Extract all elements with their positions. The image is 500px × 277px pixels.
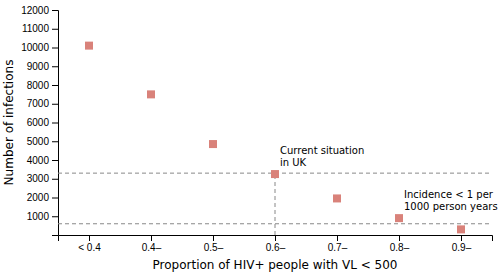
y-tick-label: 9000 — [27, 61, 50, 72]
y-tick-mark — [52, 66, 58, 67]
point — [147, 90, 155, 98]
point — [333, 194, 341, 202]
y-tick-mark — [52, 179, 58, 180]
point — [271, 170, 279, 178]
x-tick-mark — [213, 235, 214, 241]
y-tick: 7000 — [27, 98, 58, 109]
y-tick: 8000 — [27, 80, 58, 91]
x-tick-label: 0.8– — [390, 242, 410, 253]
x-tick-mark — [337, 235, 338, 241]
x-tick-mark — [461, 235, 462, 241]
y-tick-mark — [52, 123, 58, 124]
x-tick: 0.9– — [452, 235, 472, 253]
x-tick: 0.4– — [142, 235, 162, 253]
y-tick-mark — [52, 85, 58, 86]
x-tick-mark — [89, 235, 90, 241]
x-tick: 0.8– — [390, 235, 410, 253]
x-tick-label: 0.7– — [328, 242, 348, 253]
plot-area: < 0.4 0.4– 0.5– 0.6– 0.7– 0.8– 0.9– 1000 2000 300… — [21, 5, 497, 253]
x-tick-label: 0.6– — [266, 242, 286, 253]
y-tick-mark — [52, 160, 58, 161]
x-tick-mark — [151, 235, 152, 241]
x-axis-line — [59, 236, 493, 242]
y-tick: 9000 — [27, 61, 58, 72]
y-tick-mark — [52, 216, 58, 217]
point — [209, 140, 217, 148]
chart: < 0.4 0.4– 0.5– 0.6– 0.7– 0.8– 0.9– 1000 2000 300… — [0, 0, 500, 277]
x-tick-label: 0.9– — [452, 242, 472, 253]
y-tick: 2000 — [27, 192, 58, 203]
y-tick: 10000 — [21, 42, 58, 53]
x-tick-label: < 0.4 — [78, 242, 101, 253]
y-axis-title: Number of infections — [2, 60, 16, 186]
y-tick: 1000 — [27, 211, 58, 222]
y-axis: 1000 2000 3000 4000 5000 6000 7000 8000 9000 1000… — [21, 5, 58, 236]
y-tick-mark — [52, 29, 58, 30]
y-tick-label: 1000 — [27, 211, 50, 222]
annotation: Current situationin UK — [280, 145, 364, 168]
x-axis-title: Proportion of HIV+ people with VL < 500 — [153, 258, 398, 272]
y-tick: 11000 — [22, 23, 58, 34]
y-tick: 12000 — [21, 5, 58, 16]
y-tick-label: 3000 — [27, 173, 50, 184]
annotation: Incidence < 1 per1000 person years — [404, 189, 498, 212]
y-tick-label: 5000 — [27, 136, 50, 147]
y-tick: 5000 — [27, 136, 58, 147]
x-tick: 0.7– — [328, 235, 348, 253]
y-tick-label: 2000 — [27, 192, 50, 203]
x-tick-label: 0.5– — [204, 242, 224, 253]
x-tick: 0.6– — [266, 235, 286, 253]
x-tick: < 0.4 — [78, 235, 101, 253]
reference-vline — [275, 174, 276, 235]
y-tick-label: 8000 — [27, 80, 50, 91]
y-tick-mark — [52, 10, 58, 11]
x-axis: < 0.4 0.4– 0.5– 0.6– 0.7– 0.8– 0.9– — [59, 235, 493, 253]
y-tick: 6000 — [27, 117, 58, 128]
x-tick-mark — [275, 235, 276, 241]
y-tick-label: 10000 — [21, 42, 49, 53]
y-tick: 4000 — [27, 155, 58, 166]
y-tick-mark — [52, 198, 58, 199]
y-tick-mark — [52, 141, 58, 142]
y-tick: 3000 — [27, 173, 58, 184]
point — [395, 214, 403, 222]
y-tick-mark — [52, 48, 58, 49]
y-tick-mark — [52, 104, 58, 105]
x-tick-label: 0.4– — [142, 242, 162, 253]
y-tick-label: 12000 — [21, 5, 49, 16]
y-tick-label: 7000 — [27, 98, 50, 109]
y-tick-label: 4000 — [27, 155, 50, 166]
y-axis-line — [52, 11, 59, 236]
x-tick: 0.5– — [204, 235, 224, 253]
point — [85, 42, 93, 50]
x-tick-mark — [399, 235, 400, 241]
y-tick-label: 11000 — [22, 23, 50, 34]
y-tick-label: 6000 — [27, 117, 50, 128]
point — [457, 225, 465, 233]
